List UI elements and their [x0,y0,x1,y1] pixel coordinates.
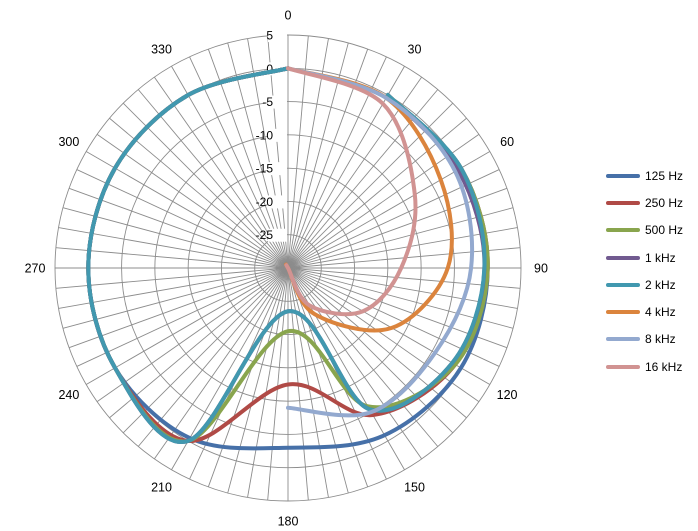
grid-spoke [68,267,289,349]
radial-tick-backdrop [268,29,287,42]
legend-label: 125 Hz [645,168,684,183]
radial-tick-backdrop [268,195,287,209]
legend-label: 8 kHz [645,332,676,347]
angle-tick-label: 300 [58,135,79,149]
grid-spoke [58,227,289,269]
legend-item: 8 kHz [606,326,698,353]
angle-tick-label: 150 [404,481,425,495]
grid-spoke [137,267,289,447]
grid-spoke [85,267,289,385]
grid-spoke [267,267,289,501]
grid-spoke [96,133,289,269]
legend-item: 125 Hz [606,162,698,189]
grid-spoke [287,267,369,488]
radial-tick-label: 5 [266,29,273,43]
legend-label: 500 Hz [645,223,684,238]
legend-swatch [606,200,640,205]
legend-item: 250 Hz [606,189,698,216]
legend-swatch [606,228,640,233]
grid-spoke [287,267,454,434]
legend-label: 2 kHz [645,277,676,292]
grid-spoke [287,207,514,269]
radial-tick-backdrop [268,95,287,109]
radial-tick-label: 0 [266,62,273,76]
angle-tick-label: 0 [285,9,292,23]
radial-tick-label: -5 [262,95,273,109]
grid-spoke [76,169,289,269]
grid-spoke [227,267,289,494]
angle-tick-label: 240 [58,388,79,402]
grid-spoke [109,117,289,269]
series-line-16-khz [284,66,418,317]
radial-tick-label: -15 [256,162,274,176]
grid-spoke [109,267,289,419]
grid-spoke [55,267,289,289]
legend-swatch [606,364,640,369]
angle-tick-label: 30 [408,42,422,56]
grid-spoke [287,169,500,269]
radial-tick-labels: 5 0 -5 -10 -15 -20 -25 [256,29,287,242]
grid-spoke [153,267,289,460]
grid-spoke [96,267,289,403]
legend-item: 4 kHz [606,298,698,325]
legend: 125 Hz 250 Hz 500 Hz 1 kHz 2 kHz 4 kHz 8 kHz 16… [606,162,698,380]
radial-tick-backdrop [268,162,287,176]
grid-spoke [62,267,289,329]
series-lines [86,66,490,451]
grid-spoke [287,267,480,403]
legend-item: 2 kHz [606,271,698,298]
angle-tick-label: 90 [534,262,548,276]
grid-spoke [85,151,289,269]
grid-spoke [287,267,349,494]
grid-spoke [287,65,405,269]
grid-spoke [76,267,289,367]
legend-item: 500 Hz [606,217,698,244]
legend-swatch [606,255,640,260]
legend-swatch [606,282,640,287]
legend-swatch [606,337,640,342]
angle-tick-label: 180 [278,515,299,529]
legend-item: 16 kHz [606,353,698,380]
grid-spoke [68,187,289,269]
grid-spoke [287,267,329,498]
grid-spoke [153,76,289,269]
series-line-2-khz [86,66,487,445]
grid-spoke [122,267,289,434]
radial-tick-backdrop [268,128,287,142]
series-line-8-khz [286,66,475,418]
radial-tick-backdrop [268,228,287,242]
grid-spoke [287,227,518,269]
angle-tick-label: 60 [500,135,514,149]
angle-tick-label: 270 [25,262,46,276]
grid-spoke [62,207,289,269]
angle-tick-label: 120 [497,388,518,402]
angle-tick-label: 210 [151,481,172,495]
grid-spoke [58,267,289,309]
grid-spoke [171,267,289,471]
legend-swatch [606,173,640,178]
grid-spoke [207,267,289,488]
radial-tick-label: -10 [256,128,274,142]
radial-tick-label: -25 [256,228,274,242]
grid-spoke [287,267,467,419]
legend-label: 250 Hz [645,195,684,210]
grid-spoke [122,102,289,269]
angle-tick-label: 330 [151,42,172,56]
legend-label: 1 kHz [645,250,676,265]
grid-spoke [55,247,289,269]
legend-label: 4 kHz [645,305,676,320]
legend-swatch [606,310,640,315]
grid-spoke [137,89,289,269]
radial-tick-label: -20 [256,195,274,209]
grid-spoke [247,267,289,498]
legend-label: 16 kHz [645,359,683,374]
legend-item: 1 kHz [606,244,698,271]
angle-tick-labels: 0 30 60 90 120 150 180 210 240 270 300 330 [25,9,548,529]
